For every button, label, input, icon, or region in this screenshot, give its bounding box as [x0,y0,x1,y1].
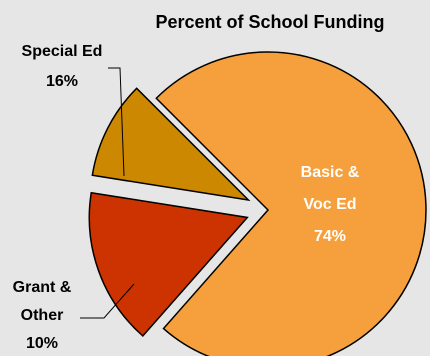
chart-title: Percent of School Funding [156,12,385,32]
pie-slices [88,51,427,356]
slice-labels: Basic & Voc Ed 74% Special Ed 16% Grant & Othe… [13,43,360,352]
slice-label-special-ed: Special Ed 16% [22,43,103,90]
pie-slice-2 [88,191,249,338]
slice-label-grant-other: Grant & Other 10% [13,279,72,352]
pie-slice-3 [91,87,251,202]
leader-line-grant-other [80,283,135,319]
leader-lines [80,67,135,319]
leader-line-special-ed [108,67,125,177]
pie-slice-1 [155,51,427,356]
slice-label-basic-voc-ed: Basic & Voc Ed 74% [301,164,360,245]
